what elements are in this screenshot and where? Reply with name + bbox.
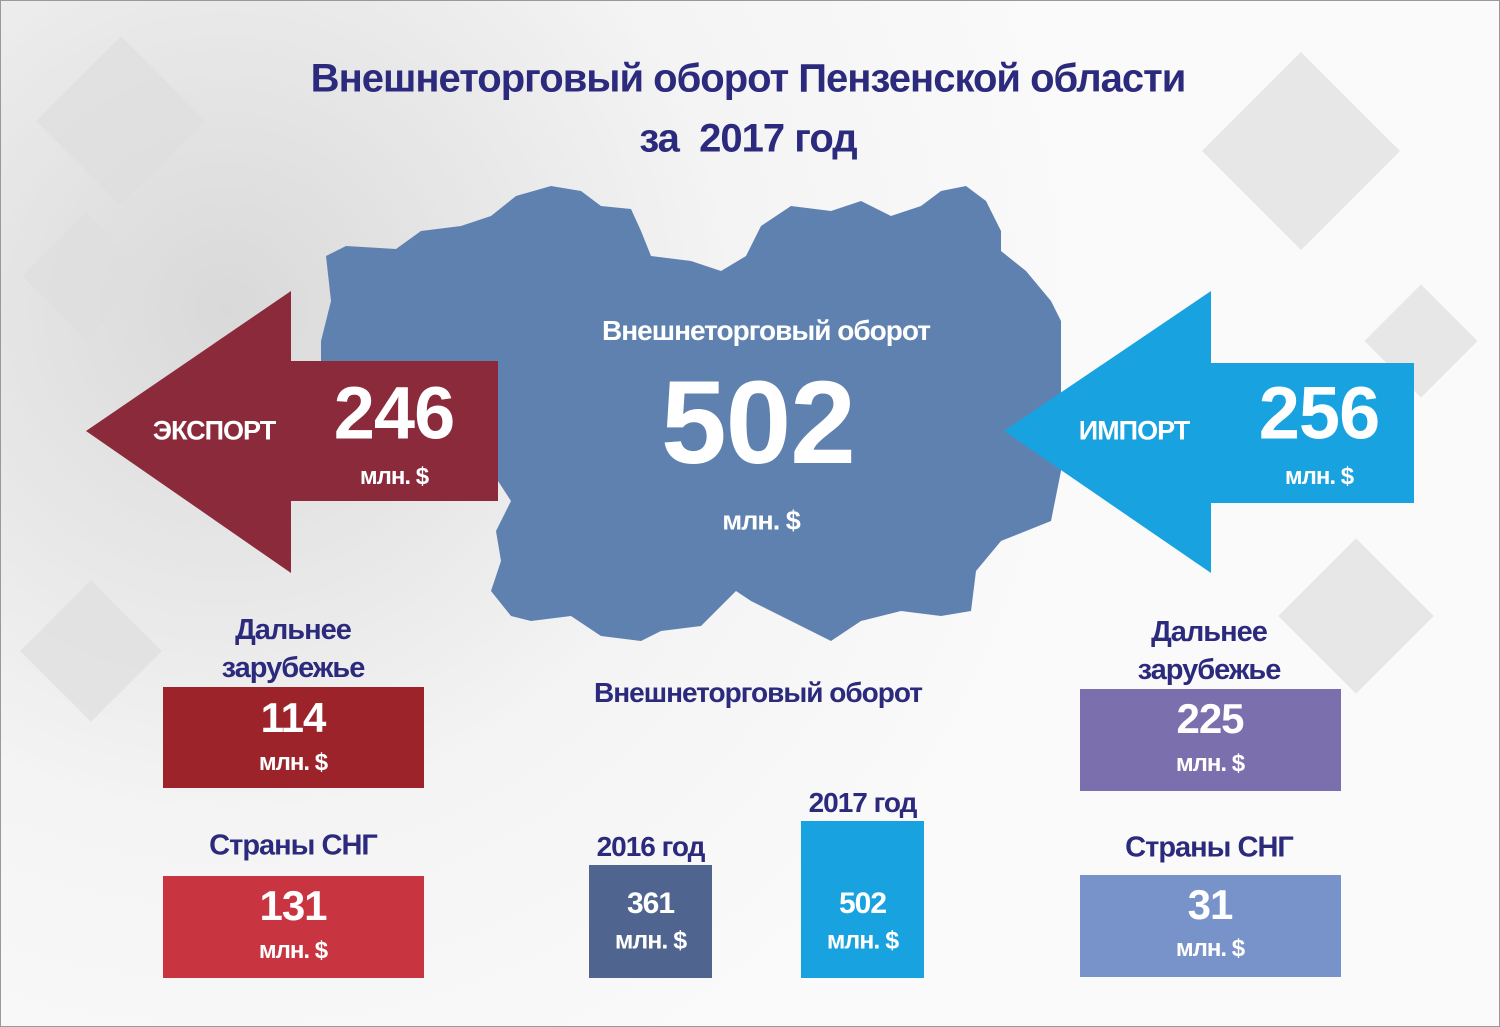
total-label: Внешнеторговый оборот: [602, 315, 931, 346]
import-far-box: [1080, 689, 1341, 791]
export-arrow: [86, 291, 498, 573]
bar-value: 502: [838, 887, 887, 920]
export-cis-box: [163, 876, 424, 978]
export-cis-label: Страны СНГ: [209, 829, 378, 862]
bar-unit: млн. $: [614, 926, 687, 955]
title: за 2017 год: [639, 116, 857, 161]
total-unit: млн. $: [722, 505, 800, 536]
bar-year-label: 2016 год: [596, 831, 706, 862]
import-cis-box: [1080, 875, 1341, 977]
import-far-unit: млн. $: [1175, 750, 1245, 777]
export-value: 246: [333, 371, 455, 455]
import-far-value: 225: [1176, 695, 1244, 742]
import-cis-label: Страны СНГ: [1125, 831, 1294, 864]
export-far-box: [163, 687, 424, 788]
bar-unit: млн. $: [826, 926, 899, 955]
import-arrow: [1004, 291, 1414, 573]
bar-year-label: 2017 год: [808, 786, 918, 818]
import-far-label: Дальнее зарубежье: [1137, 616, 1282, 686]
import-label: ИМПОРТ: [1078, 415, 1190, 446]
region-map: [321, 186, 1061, 641]
import-unit: млн. $: [1284, 463, 1354, 490]
export-cis-unit: млн. $: [258, 937, 328, 964]
total-value: 502: [661, 357, 856, 489]
bar: [589, 865, 712, 978]
export-unit: млн. $: [359, 463, 429, 490]
bar-value: 361: [626, 887, 675, 920]
import-cis-unit: млн. $: [1175, 935, 1245, 962]
import-value: 256: [1258, 371, 1380, 455]
bar: [801, 820, 924, 978]
export-cis-value: 131: [259, 882, 327, 929]
import-cis-value: 31: [1187, 881, 1234, 928]
title: Внешнеторговый оборот Пензенской области: [310, 56, 1187, 101]
comparison-title: Внешнеторговый оборот: [594, 677, 923, 708]
export-far-value: 114: [260, 694, 327, 741]
export-far-label: Дальнее зарубежье: [221, 614, 366, 684]
export-far-unit: млн. $: [258, 749, 328, 776]
export-label: ЭКСПОРТ: [152, 415, 276, 446]
